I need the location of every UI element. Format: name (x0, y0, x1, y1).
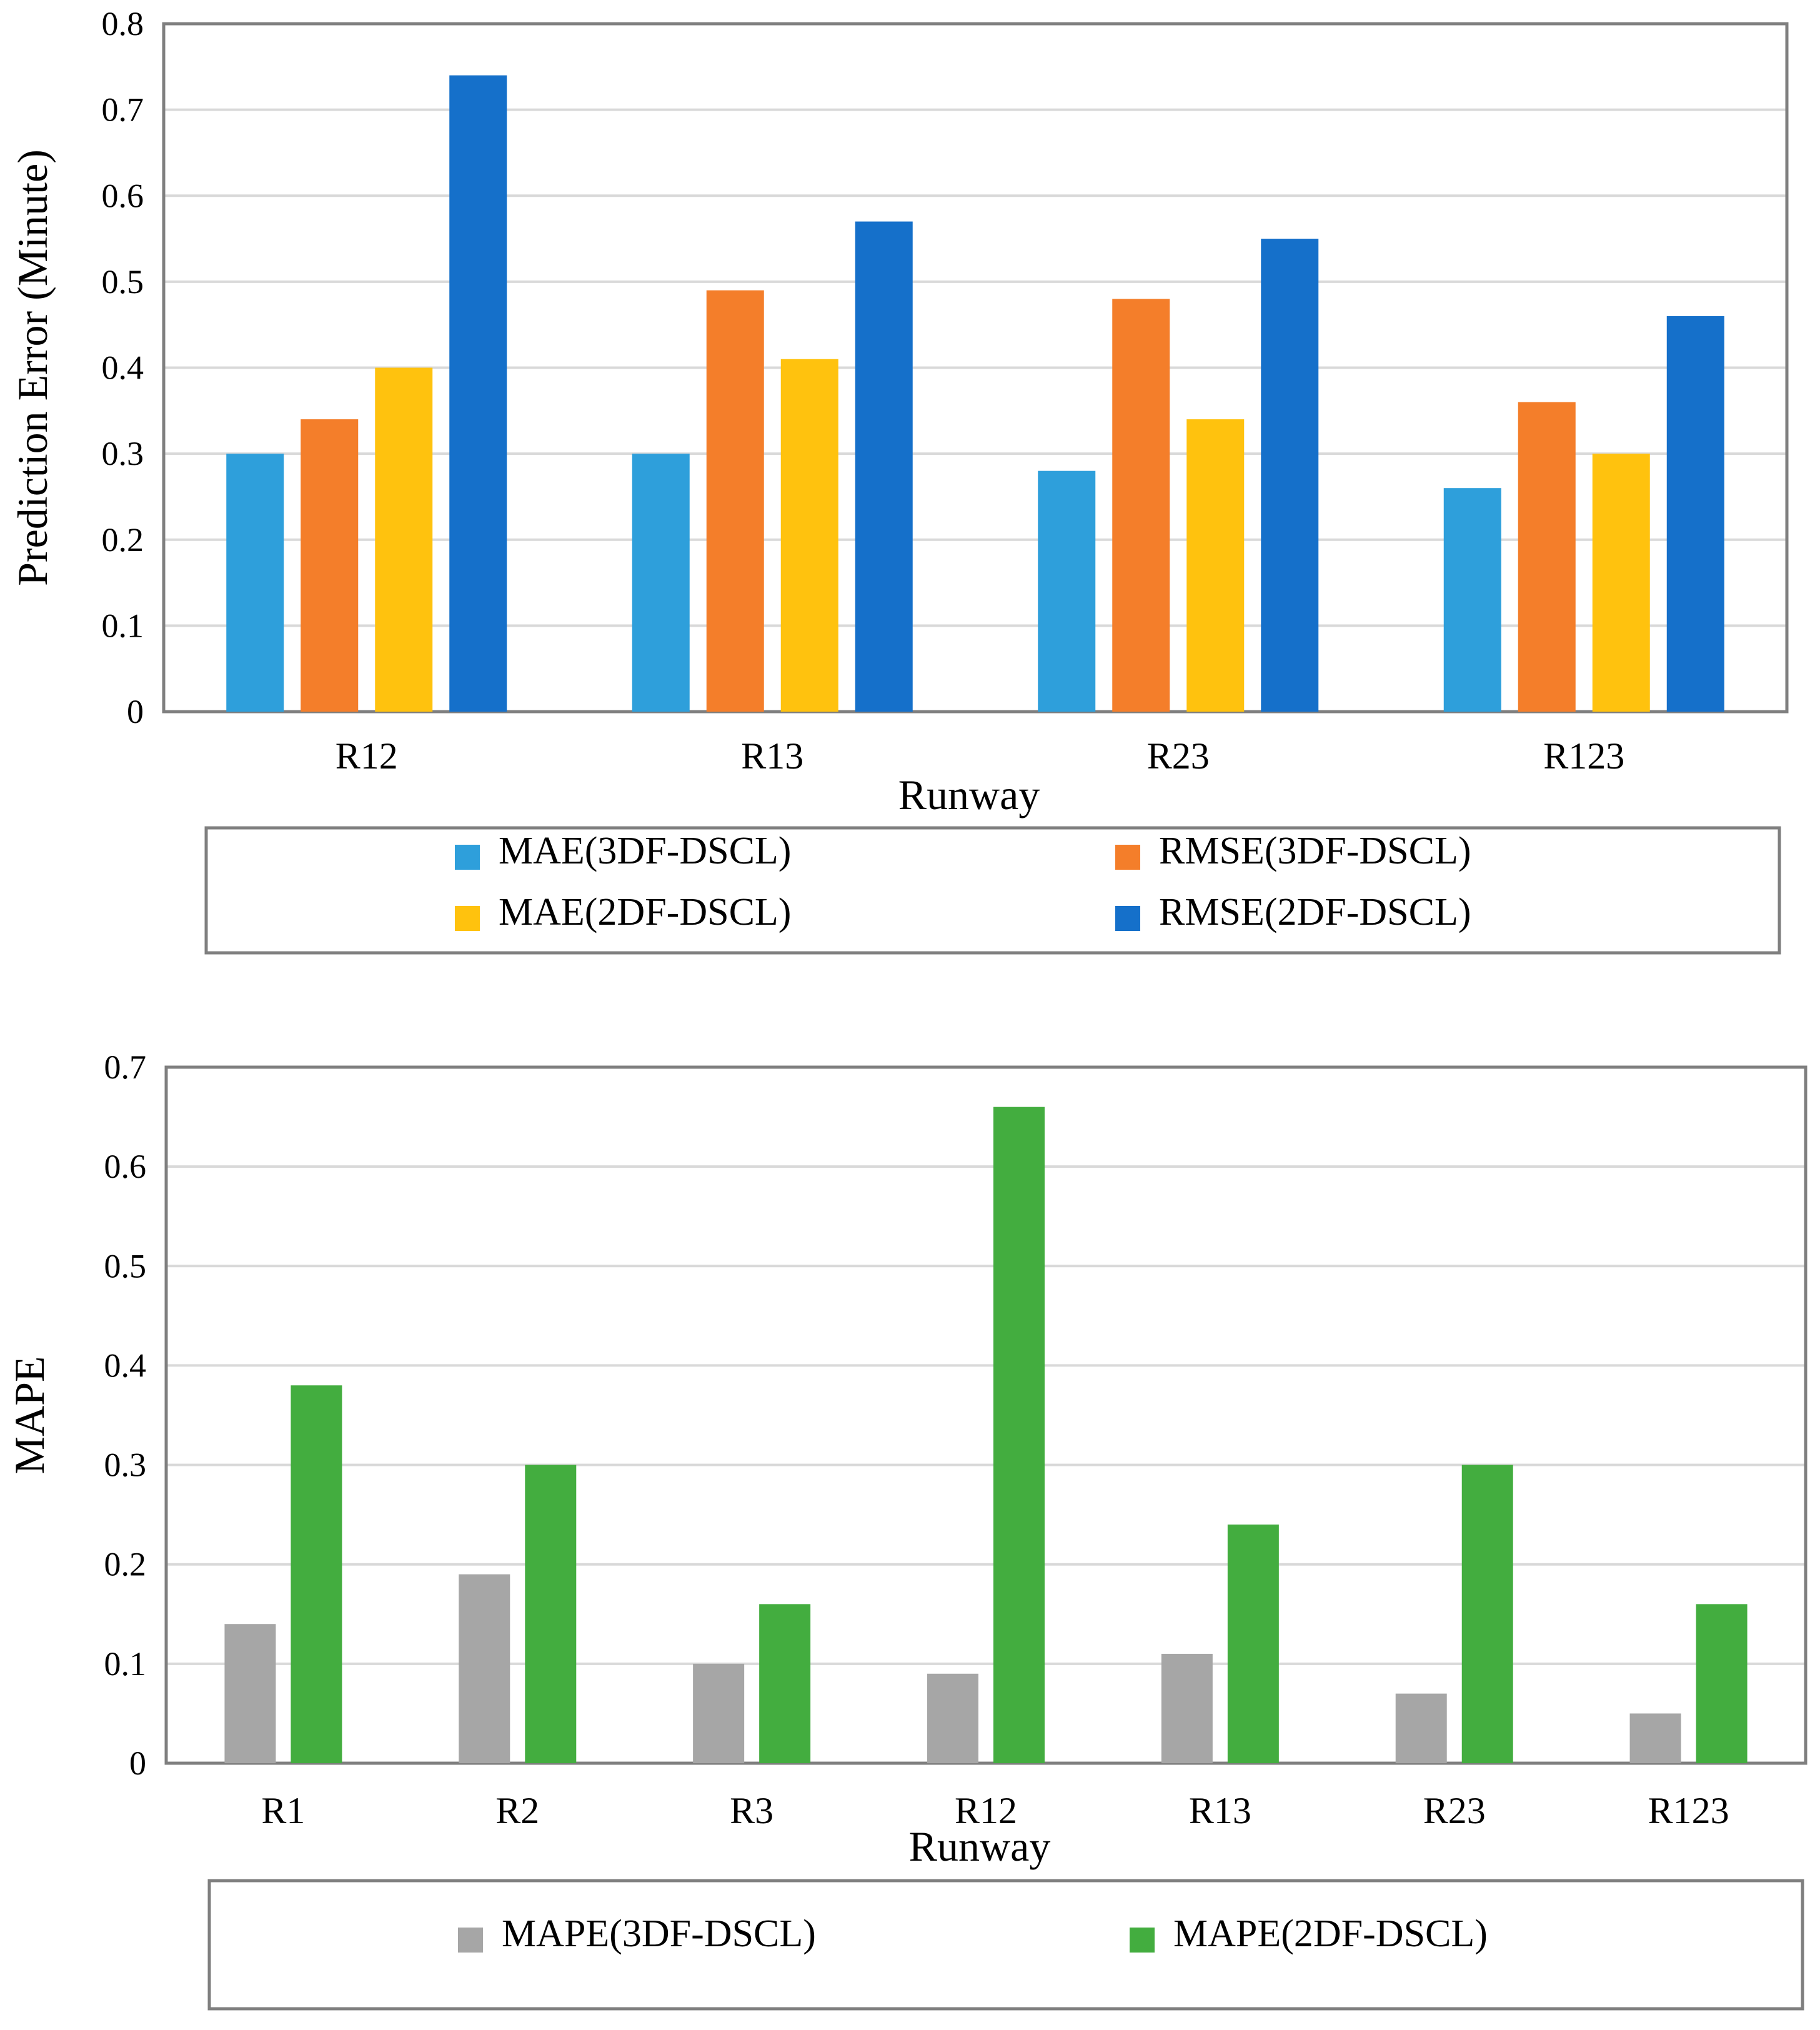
bar-r123-series-3 (1592, 454, 1650, 712)
y-tick-label: 0.5 (104, 1247, 147, 1285)
legend-label: RMSE(2DF-DSCL) (1159, 891, 1471, 933)
y-tick-label: 0.6 (102, 177, 144, 214)
chart-1: 0 0.1 0.2 0.3 0.4 0.5 0.6 0.7 0.8 R12 R13 R23 R123 Ru… (9, 5, 1789, 955)
bar-r23-series-2 (1112, 299, 1170, 712)
bar-r2-series-2 (525, 1465, 577, 1763)
y-tick-label: 0.7 (104, 1048, 147, 1086)
plot-frame (164, 1065, 1808, 1765)
legend-label: MAPE(2DF-DSCL) (1173, 1913, 1488, 1955)
bar-r123-series-4 (1666, 316, 1724, 712)
legend-label: MAE(3DF-DSCL) (499, 830, 791, 872)
y-tick-label: 0 (129, 1744, 146, 1782)
bar-r13-series-3 (780, 359, 838, 712)
bar-r123-series-1 (1629, 1713, 1681, 1763)
bar-r12-series-1 (927, 1673, 978, 1763)
y-tick-label: 0.4 (104, 1346, 147, 1384)
legend-swatch (1115, 906, 1140, 931)
legend-swatch (1130, 1928, 1155, 1953)
bar-r23-series-1 (1038, 470, 1096, 712)
bar-r123-series-2 (1696, 1604, 1748, 1763)
bar-r13-series-1 (1161, 1653, 1213, 1763)
y-tick-label: 0.8 (102, 5, 144, 42)
bar-r13-series-4 (855, 221, 913, 712)
y-tick-label: 0.1 (102, 607, 144, 644)
x-axis-title: Runway (909, 1823, 1051, 1870)
legend-label: MAE(2DF-DSCL) (499, 891, 791, 933)
bar-r12-series-2 (301, 419, 359, 712)
legend-frame (207, 1879, 1804, 2011)
bar-r2-series-1 (459, 1574, 510, 1763)
y-tick-label: 0.1 (104, 1645, 147, 1683)
bar-r1-series-2 (291, 1385, 342, 1763)
legend-swatch (1115, 845, 1140, 870)
legend-label: RMSE(3DF-DSCL) (1159, 830, 1471, 872)
bar-r3-series-2 (759, 1604, 811, 1763)
legend-label: MAPE(3DF-DSCL) (502, 1913, 816, 1955)
bar-r13-series-1 (632, 454, 690, 712)
x-tick-label: R23 (1423, 1790, 1486, 1831)
y-tick-label: 0.5 (102, 263, 144, 301)
y-tick-label: 0.4 (102, 349, 144, 387)
legend: MAE(3DF-DSCL) RMSE(3DF-DSCL) MAE(2DF-DSCL)… (204, 826, 1781, 955)
legend-swatch (458, 1928, 483, 1953)
legend-swatch (455, 906, 480, 931)
x-tick-label: R12 (336, 735, 398, 777)
y-tick-label: 0.3 (104, 1446, 147, 1484)
bar-r12-series-2 (993, 1107, 1045, 1763)
x-tick-label: R1 (261, 1790, 305, 1831)
y-tick-label: 0.7 (102, 91, 144, 129)
bar-r12-series-1 (226, 454, 284, 712)
bar-r23-series-1 (1395, 1693, 1447, 1763)
x-tick-label: R123 (1543, 735, 1624, 777)
legend-swatch (455, 845, 480, 870)
bar-r13-series-2 (1227, 1525, 1279, 1763)
x-tick-label: R3 (730, 1790, 773, 1831)
bar-r23-series-4 (1261, 239, 1319, 712)
plot-frame (162, 22, 1789, 714)
legend-frame (204, 826, 1781, 955)
y-tick-label: 0.6 (104, 1148, 147, 1185)
x-tick-label: R23 (1147, 735, 1210, 777)
x-axis-title: Runway (898, 771, 1040, 818)
y-tick-label: 0.3 (102, 435, 144, 472)
chart-2: 0 0.1 0.2 0.3 0.4 0.5 0.6 0.7 R1 R2 R3 R12 R13 R23 R12… (6, 1048, 1808, 2011)
bar-r123-series-1 (1443, 488, 1501, 712)
x-tick-label: R2 (495, 1790, 539, 1831)
bar-r13-series-2 (706, 290, 764, 712)
bar-r1-series-1 (224, 1624, 276, 1763)
y-tick-label: 0.2 (102, 521, 144, 559)
bar-r123-series-2 (1518, 402, 1576, 712)
bar-r23-series-3 (1186, 419, 1245, 712)
bar-r12-series-4 (449, 75, 507, 712)
x-tick-label: R12 (955, 1790, 1017, 1831)
x-tick-label: R13 (1189, 1790, 1251, 1831)
bar-r23-series-2 (1461, 1465, 1513, 1763)
y-tick-label: 0 (127, 693, 144, 730)
x-tick-label: R123 (1648, 1790, 1729, 1831)
x-tick-label: R13 (741, 735, 803, 777)
y-tick-label: 0.2 (104, 1546, 147, 1583)
bar-r12-series-3 (375, 367, 433, 712)
y-axis-title: MAPE (6, 1356, 53, 1475)
y-axis-title: Prediction Error (Minute) (9, 149, 56, 586)
legend: MAPE(3DF-DSCL) MAPE(2DF-DSCL) (207, 1879, 1804, 2011)
bar-r3-series-1 (693, 1663, 745, 1763)
